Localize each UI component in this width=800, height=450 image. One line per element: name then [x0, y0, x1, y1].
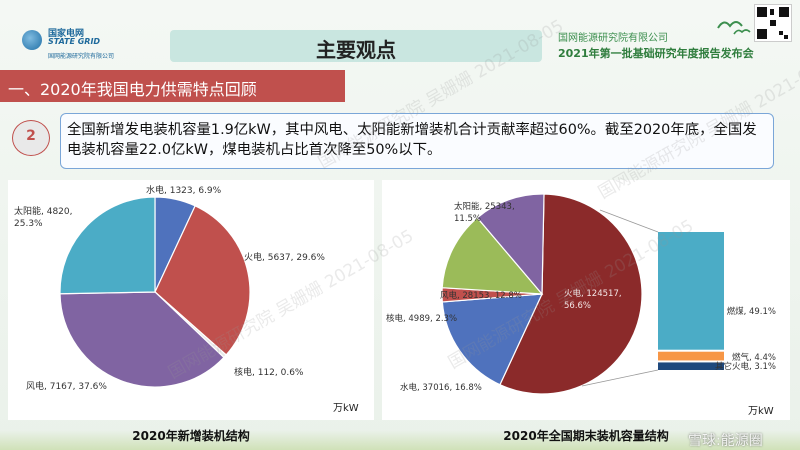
globe-icon [22, 30, 42, 50]
bar-label-燃气: 燃气, 4.4% [732, 352, 776, 363]
data-label-风电: 风电, 28153, 12.8% [440, 290, 522, 301]
section-title: 一、2020年我国电力供需特点回顾 [8, 80, 257, 99]
corner-watermark: 雪球:能源圈 [688, 433, 763, 449]
bar-label-其它火电: 其它火电, 3.1% [715, 361, 776, 372]
pie-slice-火电 [154, 205, 251, 356]
pie-slice-火电 [499, 193, 643, 395]
connector-line [599, 209, 659, 233]
bar-label-燃煤: 燃煤, 49.1% [727, 306, 776, 317]
data-label-水电: 水电, 37016, 16.8% [400, 382, 482, 393]
org-name: 国网能源研究院有限公司 [558, 33, 668, 44]
title-banner: 主要观点 [170, 30, 542, 62]
state-grid-logo: 国家电网 STATE GRID 国网能源研究院有限公司 [22, 26, 162, 66]
data-label-水电: 水电, 1323, 6.9% [146, 184, 222, 196]
pie-slice-水电 [441, 293, 543, 386]
bar-segment-燃煤 [658, 232, 724, 350]
key-point-box: 全国新增发电装机容量1.9亿kW，其中风电、太阳能新增装机合计贡献率超过60%。… [60, 113, 774, 169]
section-heading: 一、2020年我国电力供需特点回顾 [0, 70, 345, 102]
pie-slice-太阳能 [59, 196, 156, 295]
bar-segment-燃气 [658, 351, 724, 361]
header: 国家电网 STATE GRID 国网能源研究院有限公司 主要观点 国网能源研究院… [0, 0, 800, 70]
point-number: 2 [26, 128, 36, 144]
right-chart-panel: 火电, 124517, 56.6% 水电, 37016, 16.8% 核电, 4989… [382, 180, 790, 420]
data-label-太阳能: 25.3% [14, 219, 43, 229]
grass-decoration [0, 430, 800, 450]
connector-line [581, 369, 659, 387]
left-chart-panel: 水电, 1323, 6.9% 火电, 5637, 29.6% 核电, 112, 0.… [8, 180, 374, 420]
total-capacity-pie-chart: 火电, 124517, 56.6% 水电, 37016, 16.8% 核电, 4989… [386, 193, 776, 395]
right-chart-unit: 万kW [748, 406, 774, 417]
left-chart-unit: 万kW [333, 403, 359, 414]
left-chart-title: 2020年新增装机结构 [132, 429, 250, 443]
logo-line2: STATE GRID [48, 37, 101, 46]
data-label-太阳能: 太阳能, 4820, [14, 205, 73, 217]
data-label-火电: 火电, 124517, [564, 288, 622, 299]
birds-icon [717, 21, 751, 35]
right-chart-title: 2020年全国期末装机容量结构 [503, 429, 669, 443]
data-label-核电: 核电, 112, 0.6% [234, 366, 304, 378]
point-number-badge: 2 [12, 120, 50, 156]
bar-segment-其它火电 [658, 362, 724, 370]
page-title: 主要观点 [316, 38, 396, 62]
data-label-太阳能: 11.5% [454, 214, 481, 224]
new-capacity-pie-chart: 水电, 1323, 6.9% 火电, 5637, 29.6% 核电, 112, 0.… [14, 184, 325, 392]
data-label-风电: 风电, 7167, 37.6% [26, 380, 107, 392]
logo-line3: 国网能源研究院有限公司 [48, 53, 115, 60]
data-label-火电: 火电, 5637, 29.6% [244, 251, 325, 263]
pie-slice-风电 [59, 291, 225, 388]
data-label-火电: 56.6% [564, 301, 591, 311]
data-label-核电: 核电, 4989, 2.3% [386, 313, 457, 324]
conference-name: 2021年第一批基础研究年度报告发布会 [558, 47, 754, 60]
key-point-text: 全国新增发电装机容量1.9亿kW，其中风电、太阳能新增装机合计贡献率超过60%。… [67, 122, 757, 158]
data-label-太阳能: 太阳能, 25343, [454, 201, 515, 212]
logo-line1: 国家电网 [48, 29, 85, 39]
pie-slice-太阳能 [476, 193, 545, 296]
pie-slice-风电 [441, 216, 544, 295]
qr-code-icon [754, 4, 792, 42]
